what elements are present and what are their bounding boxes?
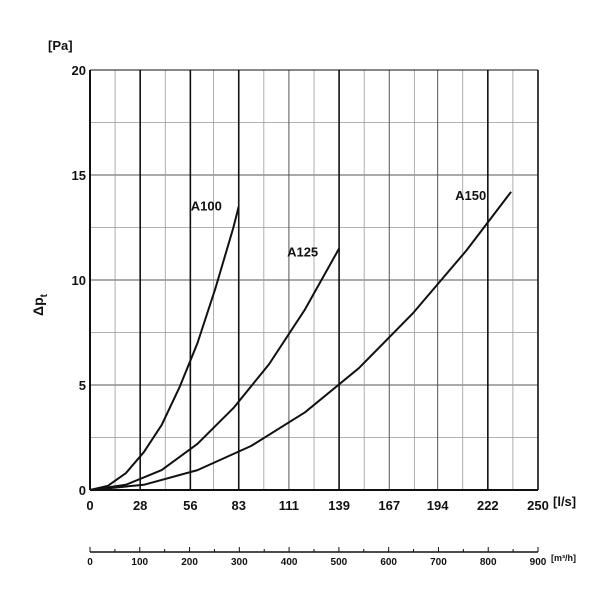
x2-tick-label: 200 <box>181 557 198 568</box>
y-tick-label: 20 <box>72 63 86 78</box>
series-line-a125 <box>89 248 340 491</box>
x-tick-label: 194 <box>427 498 449 513</box>
series-label-a100: A100 <box>191 199 222 214</box>
x-tick-label: 28 <box>133 498 147 513</box>
y-axis-title: Δpt <box>30 293 50 316</box>
y-tick-label: 15 <box>72 168 86 183</box>
y-tick-label: 10 <box>72 273 86 288</box>
x2-tick-label: 300 <box>231 557 248 568</box>
x-unit-label: [l/s] <box>553 494 576 509</box>
x2-tick-label: 500 <box>331 557 348 568</box>
x2-tick-label: 0 <box>87 557 93 568</box>
x2-unit-label: [m³/h] <box>551 553 576 563</box>
x-tick-label: 250 <box>527 498 549 513</box>
svg-text:Δpt: Δpt <box>30 293 50 316</box>
x-tick-label: 83 <box>232 498 246 513</box>
x-tick-label: 111 <box>279 498 299 513</box>
series-label-a150: A150 <box>455 188 486 203</box>
x-tick-label: 222 <box>477 498 499 513</box>
curves <box>89 191 512 491</box>
x-tick-label: 56 <box>183 498 197 513</box>
x2-tick-label: 400 <box>281 557 298 568</box>
y-unit-label: [Pa] <box>48 38 73 53</box>
x2-tick-label: 900 <box>530 557 547 568</box>
x-tick-label: 167 <box>378 498 400 513</box>
x2-tick-label: 600 <box>380 557 397 568</box>
y-axis-title-sub: t <box>39 293 50 297</box>
x-tick-label: 139 <box>328 498 350 513</box>
x2-tick-label: 700 <box>430 557 447 568</box>
series-label-a125: A125 <box>287 245 318 260</box>
series-line-a150 <box>89 191 512 491</box>
grid <box>89 69 539 553</box>
x2-tick-label: 100 <box>131 557 148 568</box>
y-tick-label: 0 <box>79 483 86 498</box>
x-tick-label: 0 <box>86 498 93 513</box>
y-tick-label: 5 <box>79 378 86 393</box>
series-line-a100 <box>89 206 240 491</box>
x2-tick-label: 800 <box>480 557 497 568</box>
y-axis-title-main: Δp <box>30 297 46 316</box>
